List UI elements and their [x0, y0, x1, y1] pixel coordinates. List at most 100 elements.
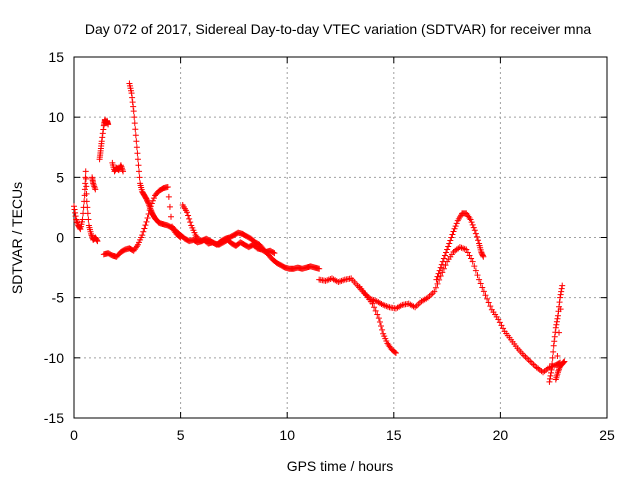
data-point: [379, 326, 386, 333]
data-point: [530, 361, 537, 368]
data-point: [561, 358, 568, 365]
data-point: [133, 138, 140, 145]
data-point: [437, 264, 444, 271]
data-point: [547, 372, 554, 379]
data-point: [98, 138, 105, 145]
data-point: [442, 262, 449, 269]
data-point: [463, 246, 470, 253]
data-point: [438, 261, 445, 268]
data-point: [549, 354, 556, 361]
data-point: [72, 213, 79, 220]
data-point: [150, 195, 157, 202]
data-point: [522, 353, 529, 360]
x-tick-label: 20: [493, 427, 509, 443]
data-point: [140, 228, 147, 235]
series-arc-9: [356, 283, 399, 357]
series-arc-3: [96, 116, 112, 163]
y-tick-label: 10: [48, 109, 64, 125]
data-point: [83, 190, 90, 197]
data-point: [93, 237, 100, 244]
data-point: [434, 273, 441, 280]
x-tick-label: 15: [386, 427, 402, 443]
series-arc-6: [126, 80, 184, 241]
data-point: [558, 285, 565, 292]
data-point: [136, 168, 143, 175]
data-point: [556, 329, 563, 336]
data-marks: [71, 80, 568, 385]
data-point: [448, 234, 455, 241]
data-point: [447, 237, 454, 244]
data-point: [91, 183, 98, 190]
data-point: [546, 375, 553, 382]
data-point: [467, 216, 474, 223]
data-point: [555, 367, 562, 374]
data-point: [84, 204, 91, 211]
data-point: [479, 252, 486, 259]
data-point: [473, 233, 480, 240]
data-point: [376, 319, 383, 326]
data-point: [371, 304, 378, 311]
data-point: [134, 150, 141, 157]
data-point: [99, 130, 106, 137]
data-point: [139, 232, 146, 239]
data-point: [472, 230, 479, 237]
data-point: [527, 358, 534, 365]
data-point: [144, 214, 151, 221]
data-point: [557, 306, 564, 313]
data-point: [120, 168, 127, 175]
y-tick-label: 0: [56, 230, 64, 246]
data-point: [338, 277, 345, 284]
data-point: [134, 156, 141, 163]
data-point: [374, 311, 381, 318]
data-point: [554, 353, 561, 360]
data-point: [100, 126, 107, 133]
data-point: [130, 103, 137, 110]
data-point: [94, 238, 101, 245]
data-point: [552, 324, 559, 331]
data-point: [82, 174, 89, 181]
data-point: [83, 183, 90, 190]
data-point: [177, 234, 184, 241]
data-point: [164, 183, 171, 190]
data-point: [131, 120, 138, 127]
data-point: [524, 355, 531, 362]
series-arc-10: [433, 210, 487, 283]
data-point: [556, 299, 563, 306]
data-point: [136, 174, 143, 181]
data-point: [132, 132, 139, 139]
data-point: [72, 209, 79, 216]
data-point: [450, 228, 457, 235]
axis-ticks: 0 5 10 15 20 25 -15 -10 -5 0 5 10 15: [44, 49, 615, 443]
series-arc-5: [100, 183, 278, 260]
data-point: [470, 224, 477, 231]
series-arc-11: [546, 282, 568, 385]
data-point: [558, 288, 565, 295]
data-point: [480, 253, 487, 260]
data-point: [145, 211, 152, 218]
data-point: [183, 209, 190, 216]
data-point: [79, 216, 86, 223]
data-point: [452, 223, 459, 230]
data-point: [444, 246, 451, 253]
data-point: [82, 175, 89, 182]
x-tick-label: 5: [177, 427, 185, 443]
data-point: [451, 225, 458, 232]
data-point: [91, 184, 98, 191]
data-point: [71, 203, 77, 210]
data-point: [559, 282, 566, 289]
data-point: [560, 359, 567, 366]
data-point: [469, 258, 476, 265]
data-point: [477, 280, 484, 287]
data-point: [84, 210, 91, 217]
data-point: [485, 299, 492, 306]
data-point: [443, 249, 450, 256]
data-point: [498, 322, 505, 329]
data-point: [548, 366, 555, 373]
data-point: [429, 290, 436, 297]
data-point: [99, 134, 106, 141]
data-point: [476, 276, 483, 283]
x-tick-label: 0: [70, 427, 78, 443]
data-point: [141, 225, 148, 232]
data-point: [105, 121, 112, 128]
data-point: [431, 288, 438, 295]
